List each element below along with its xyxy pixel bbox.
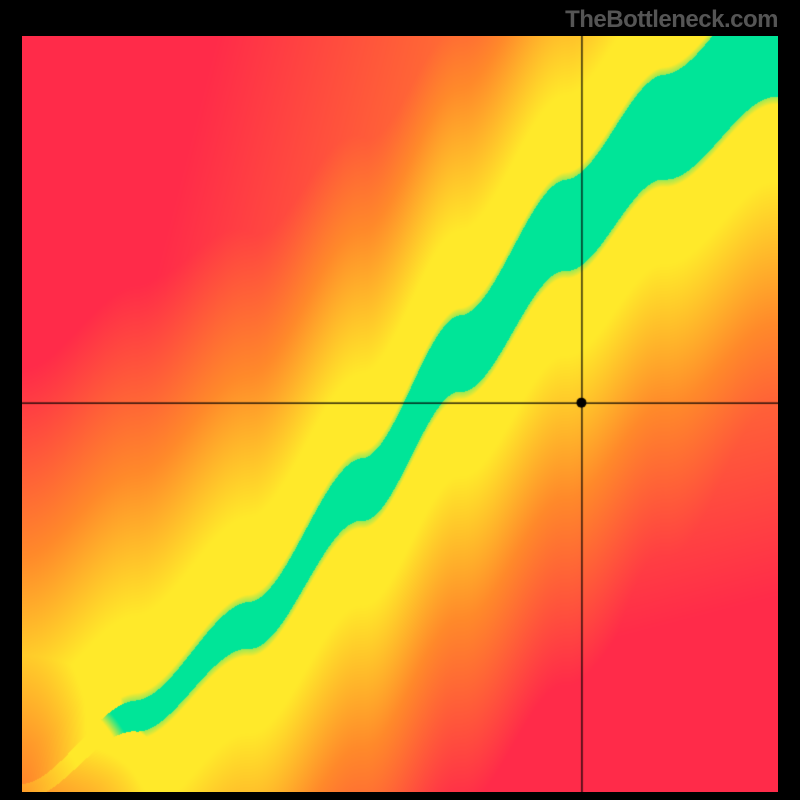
heatmap-canvas bbox=[22, 36, 778, 792]
chart-container: TheBottleneck.com bbox=[0, 0, 800, 800]
watermark-text: TheBottleneck.com bbox=[565, 6, 778, 34]
plot-area bbox=[22, 36, 778, 792]
